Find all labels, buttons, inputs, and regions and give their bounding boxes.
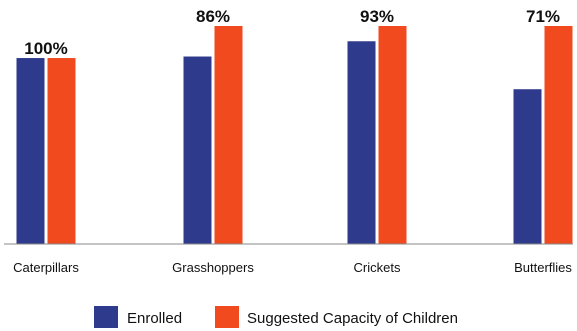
data-labels-group: 100% 86% 93% 71% (24, 7, 560, 58)
category-label-grasshoppers: Grasshoppers (172, 260, 254, 275)
data-label-butterflies: 71% (526, 7, 560, 26)
bar-enrolled-crickets (347, 41, 376, 245)
bar-suggested-capacity-of-children-grasshoppers (214, 26, 243, 244)
category-label-caterpillars: Caterpillars (13, 260, 79, 275)
legend-label-1: Suggested Capacity of Children (247, 310, 458, 327)
bars-group (16, 26, 573, 245)
bar-suggested-capacity-of-children-butterflies (544, 26, 573, 244)
legend-swatch-0 (94, 306, 118, 328)
category-label-crickets: Crickets (354, 260, 401, 275)
bar-enrolled-butterflies (513, 89, 542, 244)
legend-label-0: Enrolled (127, 310, 182, 327)
bar-enrolled-grasshoppers (183, 56, 212, 244)
legend: Enrolled Suggested Capacity of Children (94, 306, 458, 328)
data-label-crickets: 93% (360, 7, 394, 26)
category-label-butterflies: Butterflies (514, 260, 572, 275)
bar-suggested-capacity-of-children-crickets (378, 26, 407, 244)
data-label-caterpillars: 100% (24, 39, 67, 58)
legend-swatch-1 (215, 306, 239, 328)
bar-enrolled-caterpillars (16, 58, 45, 244)
data-label-grasshoppers: 86% (196, 7, 230, 26)
bar-suggested-capacity-of-children-caterpillars (47, 58, 76, 244)
category-labels-group: Caterpillars Grasshoppers Crickets Butterfl… (13, 260, 572, 275)
